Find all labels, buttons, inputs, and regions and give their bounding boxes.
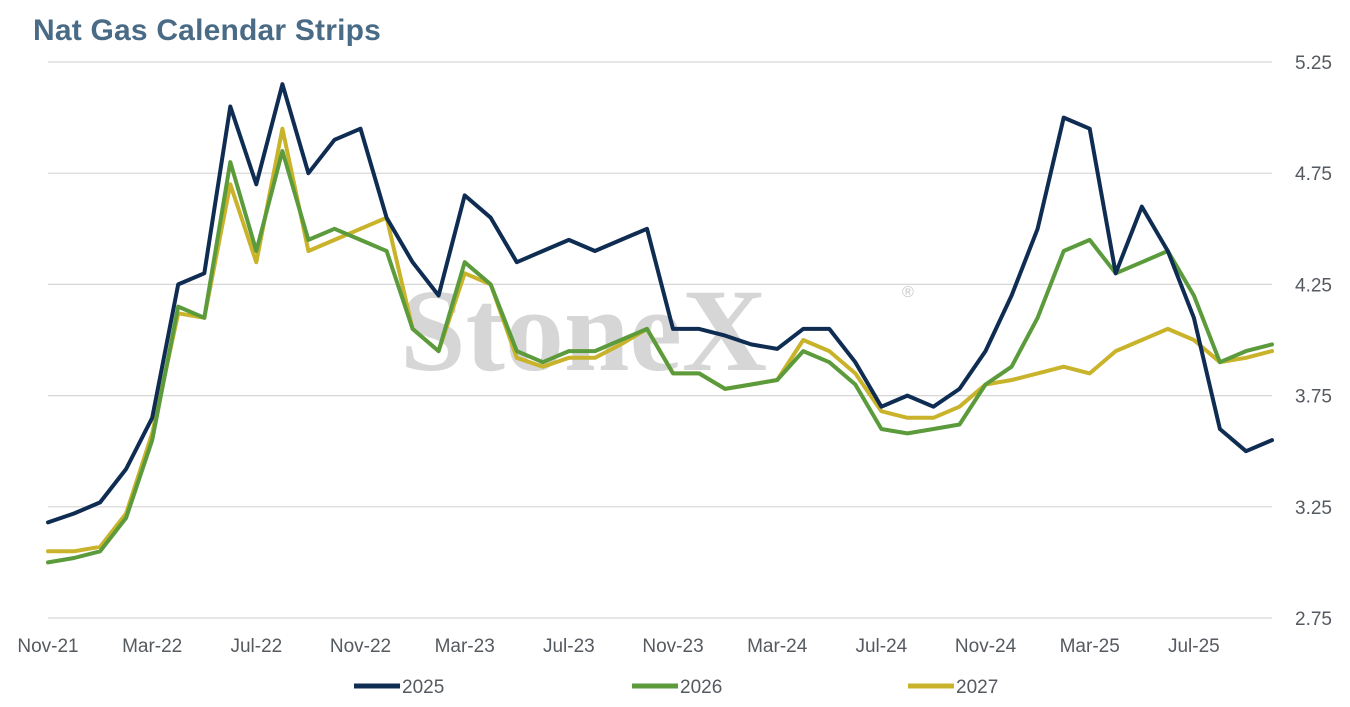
x-tick-label: Mar-24: [747, 636, 808, 657]
watermark-registered-mark: ®: [902, 284, 914, 301]
y-tick-label: 3.75: [1295, 387, 1332, 408]
legend: 2025 2026 2027: [354, 677, 998, 698]
x-axis-ticks: Nov-21 Mar-22 Jul-22 Nov-22 Mar-23 Jul-23 Nov-…: [17, 636, 1219, 657]
y-tick-label: 4.25: [1295, 275, 1332, 296]
x-tick-label: Mar-25: [1060, 636, 1120, 657]
x-tick-label: Jul-22: [230, 636, 282, 657]
series-line-2025: [46, 82, 1274, 525]
x-tick-label: Jul-25: [1168, 636, 1220, 657]
legend-label-2027: 2027: [956, 677, 998, 698]
x-tick-label: Nov-23: [642, 636, 703, 657]
legend-label-2026: 2026: [680, 677, 722, 698]
chart-title: Nat Gas Calendar Strips: [33, 14, 382, 47]
y-tick-label: 3.25: [1295, 498, 1332, 519]
x-tick-label: Jul-24: [855, 636, 907, 657]
x-tick-label: Nov-24: [955, 636, 1017, 657]
series-line-2026: [46, 149, 1274, 565]
y-axis-ticks: 5.25 4.75 4.25 3.75 3.25 2.75: [1295, 53, 1332, 630]
x-tick-label: Jul-23: [543, 636, 595, 657]
y-tick-label: 5.25: [1295, 53, 1332, 74]
x-tick-label: Nov-21: [17, 636, 78, 657]
x-tick-label: Mar-23: [435, 636, 495, 657]
y-tick-label: 2.75: [1295, 609, 1332, 630]
y-tick-label: 4.75: [1295, 164, 1332, 185]
x-tick-label: Nov-22: [330, 636, 391, 657]
legend-label-2025: 2025: [402, 677, 444, 698]
x-tick-label: Mar-22: [122, 636, 182, 657]
series-lines: [46, 82, 1274, 565]
